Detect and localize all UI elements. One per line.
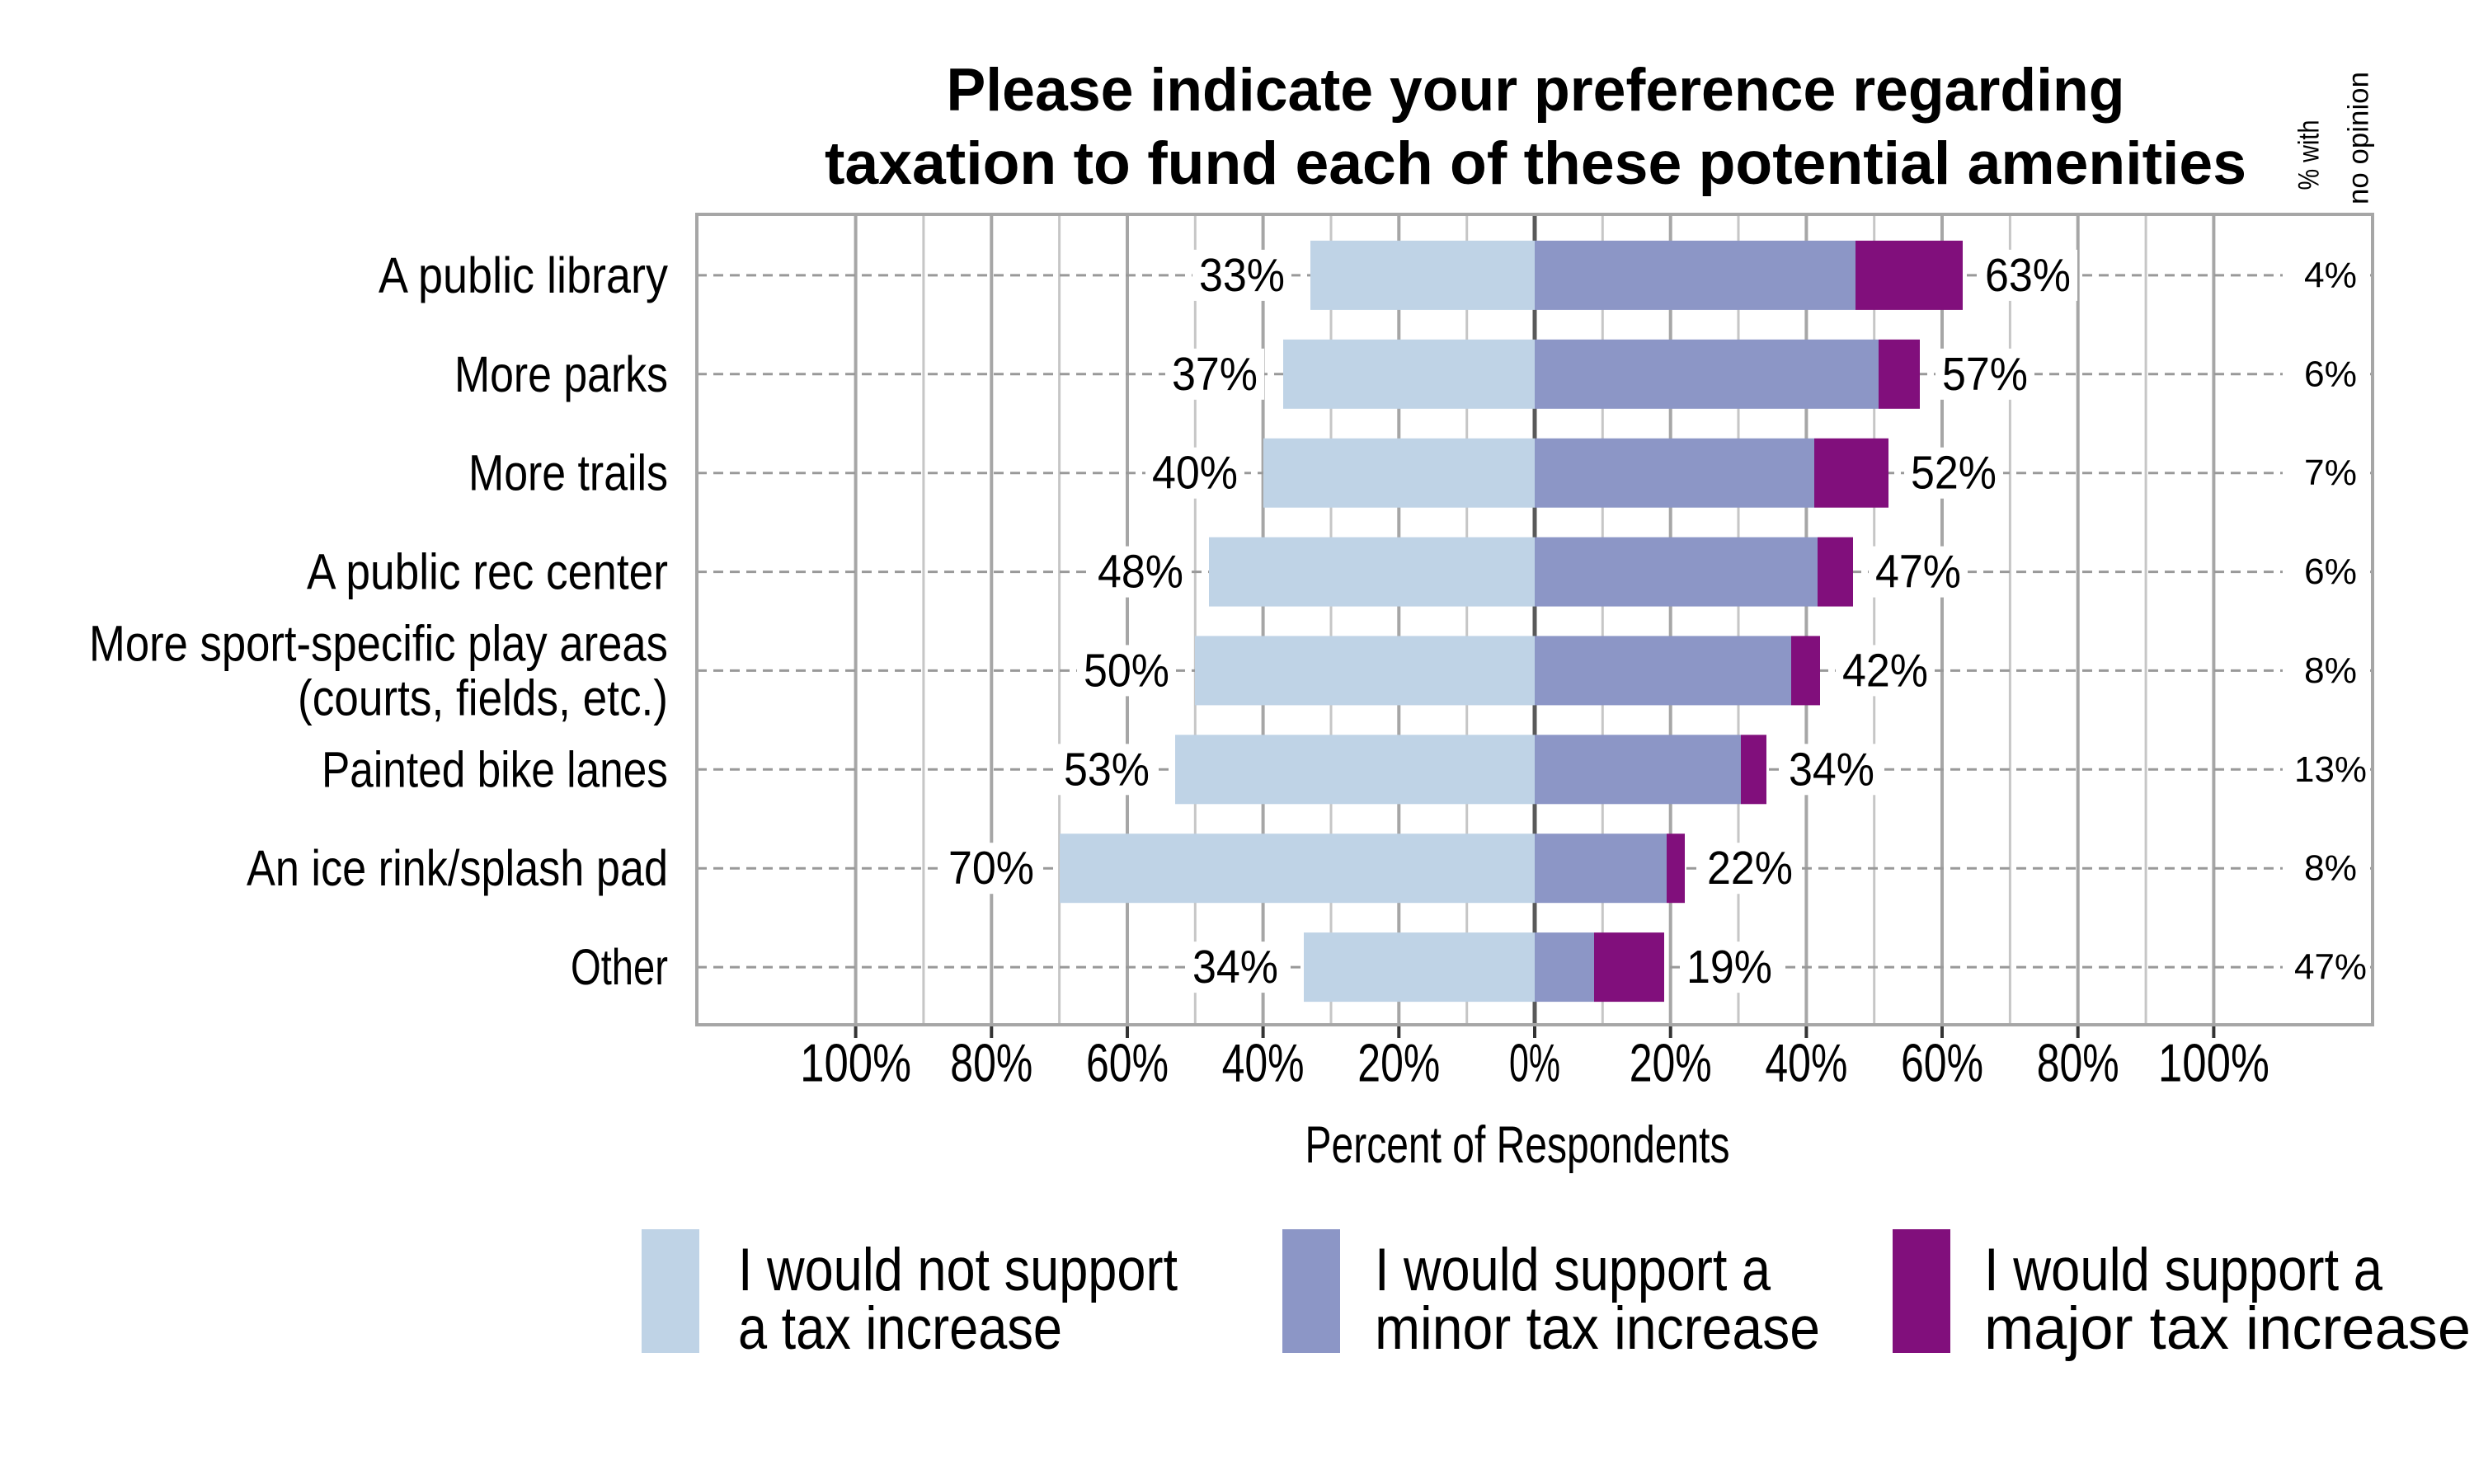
- svg-text:More trails: More trails: [468, 445, 668, 501]
- svg-text:Painted bike lanes: Painted bike lanes: [322, 741, 668, 797]
- svg-text:0%: 0%: [1509, 1033, 1560, 1093]
- svg-text:33%: 33%: [1199, 249, 1285, 302]
- svg-text:a tax increase: a tax increase: [738, 1295, 1062, 1362]
- svg-text:60%: 60%: [1086, 1033, 1169, 1093]
- svg-text:More sport-specific play areas: More sport-specific play areas: [89, 615, 668, 671]
- svg-text:50%: 50%: [1084, 644, 1169, 697]
- svg-text:20%: 20%: [1357, 1033, 1440, 1093]
- svg-text:53%: 53%: [1064, 743, 1150, 796]
- svg-text:A public library: A public library: [379, 247, 668, 303]
- svg-text:I would support a: I would support a: [1984, 1237, 2382, 1303]
- svg-text:60%: 60%: [1901, 1033, 1983, 1093]
- svg-text:An ice rink/splash pad: An ice rink/splash pad: [247, 840, 668, 896]
- svg-text:8%: 8%: [2304, 650, 2357, 691]
- svg-text:8%: 8%: [2304, 848, 2357, 889]
- svg-text:6%: 6%: [2304, 354, 2357, 394]
- svg-text:48%: 48%: [1098, 546, 1183, 599]
- svg-text:80%: 80%: [2037, 1033, 2119, 1093]
- svg-text:A public rec center: A public rec center: [307, 544, 668, 600]
- svg-text:% with: % with: [2293, 120, 2326, 190]
- svg-text:I would support a: I would support a: [1375, 1237, 1771, 1303]
- svg-text:4%: 4%: [2304, 255, 2357, 295]
- svg-text:no opinion: no opinion: [2343, 72, 2375, 204]
- svg-text:40%: 40%: [1765, 1033, 1847, 1093]
- svg-text:major tax increase: major tax increase: [1984, 1295, 2471, 1362]
- svg-text:40%: 40%: [1222, 1033, 1305, 1093]
- svg-text:47%: 47%: [2294, 947, 2367, 988]
- svg-text:I would not support: I would not support: [738, 1237, 1178, 1303]
- svg-text:(courts, fields, etc.): (courts, fields, etc.): [298, 669, 668, 726]
- svg-text:Please indicate your preferenc: Please indicate your preference regardin…: [947, 57, 2125, 124]
- svg-text:20%: 20%: [1630, 1033, 1712, 1093]
- svg-text:34%: 34%: [1192, 941, 1278, 993]
- svg-text:40%: 40%: [1152, 447, 1238, 500]
- svg-text:13%: 13%: [2294, 749, 2367, 790]
- svg-text:7%: 7%: [2304, 453, 2357, 493]
- svg-text:52%: 52%: [1911, 447, 1997, 500]
- svg-text:22%: 22%: [1707, 842, 1793, 895]
- svg-text:57%: 57%: [1942, 348, 2028, 401]
- svg-text:42%: 42%: [1842, 644, 1928, 697]
- svg-text:Percent of Respondents: Percent of Respondents: [1305, 1116, 1730, 1174]
- svg-text:70%: 70%: [948, 842, 1034, 895]
- svg-text:100%: 100%: [2158, 1033, 2269, 1093]
- svg-text:63%: 63%: [1985, 249, 2071, 302]
- svg-text:37%: 37%: [1172, 348, 1258, 401]
- svg-text:19%: 19%: [1686, 941, 1772, 993]
- svg-text:minor tax increase: minor tax increase: [1375, 1295, 1820, 1362]
- svg-text:34%: 34%: [1789, 743, 1874, 796]
- svg-text:More parks: More parks: [454, 346, 668, 402]
- svg-text:47%: 47%: [1875, 546, 1961, 599]
- svg-text:6%: 6%: [2304, 552, 2357, 592]
- svg-text:80%: 80%: [950, 1033, 1032, 1093]
- svg-text:Other: Other: [571, 939, 668, 995]
- svg-text:100%: 100%: [800, 1033, 911, 1093]
- svg-text:taxation to fund each of these: taxation to fund each of these potential…: [825, 130, 2246, 197]
